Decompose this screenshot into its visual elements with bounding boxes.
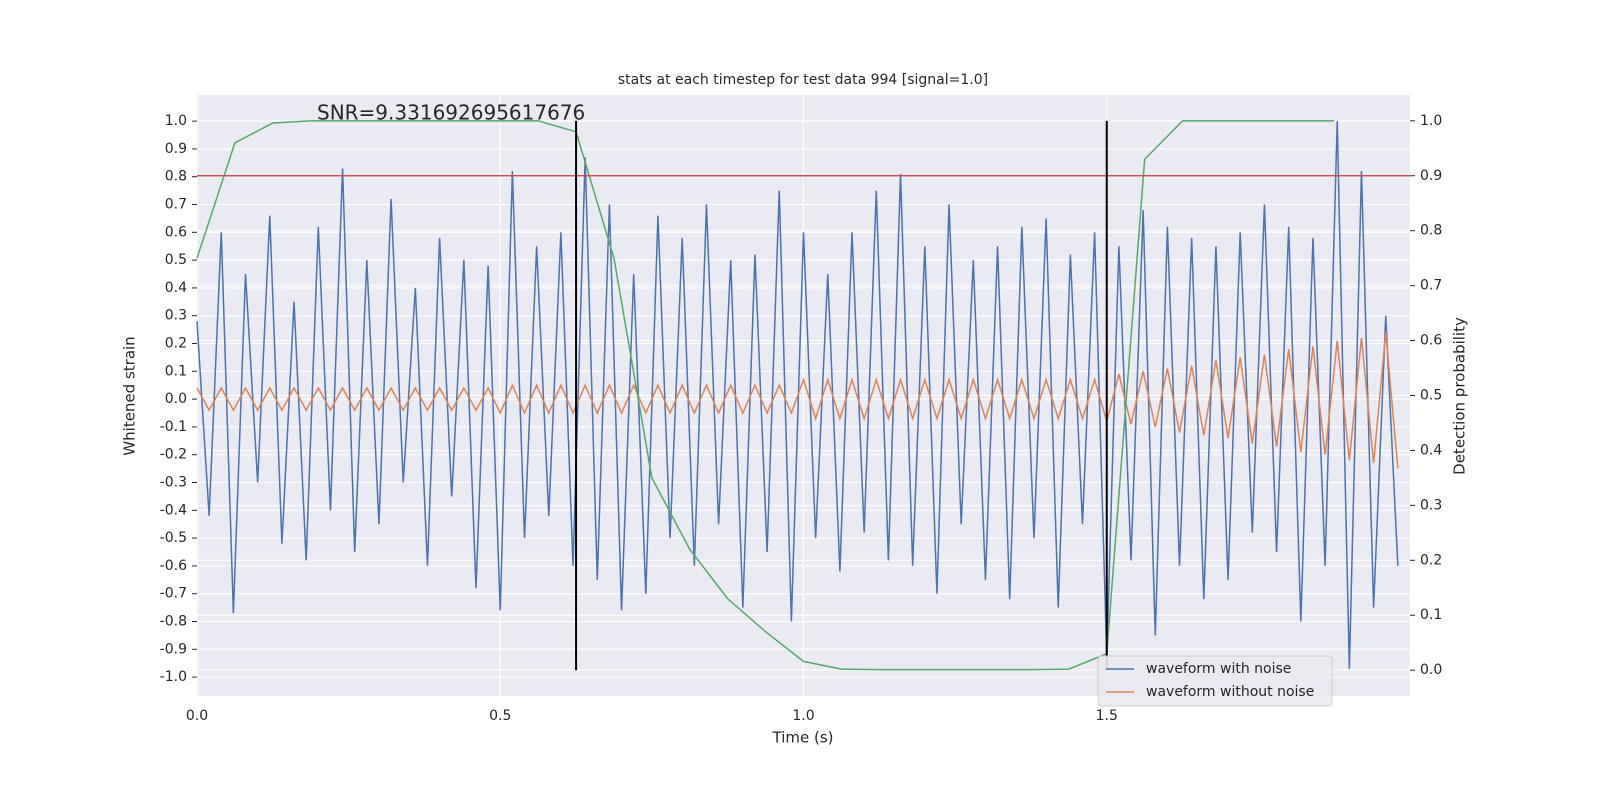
y-tick-label: 1.0 — [165, 113, 187, 129]
chart-title: stats at each timestep for test data 994… — [618, 72, 988, 88]
y2-tick-label: 0.6 — [1420, 333, 1442, 349]
x-tick-label: 0.0 — [186, 708, 208, 724]
y-tick-label: -0.3 — [160, 475, 187, 491]
legend-label: waveform with noise — [1146, 661, 1291, 677]
legend-box — [1097, 655, 1333, 707]
series-line — [196, 121, 1399, 669]
y-tick-label: -0.6 — [160, 558, 187, 574]
y-tick-label: -0.7 — [160, 586, 187, 602]
y-tick-label: -0.8 — [160, 614, 187, 630]
y2-tick-label: 0.0 — [1420, 662, 1442, 678]
y-tick-label: -0.2 — [160, 447, 187, 463]
x-tick-label: 0.5 — [489, 708, 511, 724]
y2-tick-label: 0.4 — [1420, 442, 1442, 458]
y-tick-label: 0.1 — [165, 363, 187, 379]
annotation: SNR=9.331692695617676 — [317, 101, 585, 125]
y-tick-label: -1.0 — [160, 669, 187, 685]
y-tick-label: 0.3 — [165, 308, 187, 324]
x-axis-label: Time (s) — [772, 729, 834, 747]
y-tick-label: -0.9 — [160, 641, 187, 657]
y-tick-label: 0.8 — [165, 169, 187, 185]
y2-tick-label: 0.7 — [1420, 278, 1442, 294]
y-tick-label: -0.4 — [160, 502, 187, 518]
y-axis-label: Whitened strain — [121, 336, 139, 455]
detection-line — [196, 120, 1335, 671]
legend-label: waveform without noise — [1146, 684, 1314, 700]
y-tick-label: 0.2 — [165, 336, 187, 352]
y-tick-label: 0.5 — [165, 252, 187, 268]
x-tick-label: 1.0 — [792, 708, 814, 724]
series-line — [196, 332, 1399, 469]
y2-axis-label: Detection probability — [1451, 317, 1469, 475]
y-tick-label: 0.6 — [165, 224, 187, 240]
y-tick-label: -0.5 — [160, 530, 187, 546]
x-tick-label: 1.5 — [1096, 708, 1118, 724]
y-tick-label: 0.9 — [165, 141, 187, 157]
y2-tick-label: 0.9 — [1420, 168, 1442, 184]
y2-tick-label: 0.5 — [1420, 388, 1442, 404]
y2-tick-label: 1.0 — [1420, 113, 1442, 129]
y-tick-label: 0.7 — [165, 197, 187, 213]
y-tick-label: -0.1 — [160, 419, 187, 435]
y2-tick-label: 0.2 — [1420, 552, 1442, 568]
y-tick-label: 0.4 — [165, 280, 187, 296]
y2-tick-label: 0.1 — [1420, 607, 1442, 623]
y2-tick-label: 0.3 — [1420, 497, 1442, 513]
y-tick-label: 0.0 — [165, 391, 187, 407]
y2-tick-label: 0.8 — [1420, 223, 1442, 239]
